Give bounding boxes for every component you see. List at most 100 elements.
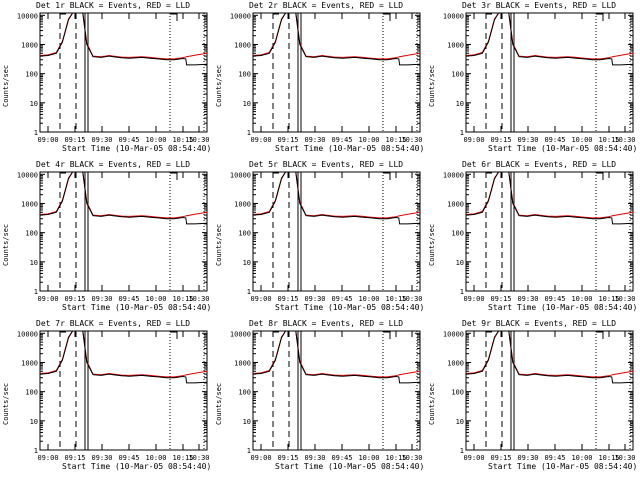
x-tick-label: 09:45 xyxy=(331,295,352,303)
bracket-marker xyxy=(596,331,604,339)
y-tick-label: 1 xyxy=(34,447,38,455)
x-tick-label: 10:00 xyxy=(571,295,592,303)
lld-series-line xyxy=(253,331,420,378)
y-axis-label: Counts/sec xyxy=(428,64,436,107)
x-tick-label: 09:15 xyxy=(277,136,298,144)
x-tick-label: 09:00 xyxy=(37,136,58,144)
plot-area: 1 10 100 1000 10000 09:00 09:15 09:30 09:45 10:00… xyxy=(17,171,210,303)
x-tick-label: 10:00 xyxy=(145,136,166,144)
y-axis-label: Counts/sec xyxy=(2,223,10,266)
y-tick-label: 10000 xyxy=(443,330,464,338)
y-axis-label: Counts/sec xyxy=(215,64,223,107)
x-tick-label: 10:15 xyxy=(385,136,406,144)
plot-area: 1 10 100 1000 10000 09:00 09:15 09:30 09:45 10:00… xyxy=(230,171,423,303)
y-tick-label: 100 xyxy=(238,71,251,79)
x-tick-label: 09:30 xyxy=(517,136,538,144)
x-tick-label: 09:30 xyxy=(304,136,325,144)
events-series-line xyxy=(466,331,633,384)
events-series-line xyxy=(253,13,420,66)
x-tick-label: 10:30 xyxy=(401,295,422,303)
y-tick-label: 100 xyxy=(238,230,251,238)
lld-series-line xyxy=(40,13,207,60)
lld-series-line xyxy=(40,172,207,219)
y-tick-label: 10000 xyxy=(443,171,464,179)
panel-title: Det 1r BLACK = Events, RED = LLD xyxy=(36,1,191,10)
x-tick-label: 09:00 xyxy=(37,454,58,462)
y-tick-label: 100 xyxy=(451,71,464,79)
x-tick-label: 09:00 xyxy=(250,454,271,462)
panel-title: Det 6r BLACK = Events, RED = LLD xyxy=(462,160,617,169)
x-tick-label: 10:15 xyxy=(172,295,193,303)
x-tick-label: 10:30 xyxy=(188,454,209,462)
x-tick-label: 10:15 xyxy=(385,295,406,303)
panel-title: Det 8r BLACK = Events, RED = LLD xyxy=(249,319,404,328)
y-tick-label: 100 xyxy=(451,389,464,397)
lld-series-line xyxy=(466,331,633,378)
y-tick-label: 1 xyxy=(34,129,38,137)
plot-frame xyxy=(252,330,421,451)
y-axis-label: Counts/sec xyxy=(215,382,223,425)
x-tick-label: 09:15 xyxy=(277,295,298,303)
x-tick-label: 10:30 xyxy=(188,295,209,303)
events-series-line xyxy=(253,331,420,384)
y-tick-label: 100 xyxy=(238,389,251,397)
y-tick-label: 10000 xyxy=(230,12,251,20)
x-axis-label: Start Time (10-Mar-05 08:54:40) xyxy=(488,303,638,312)
x-tick-label: 10:15 xyxy=(172,454,193,462)
bracket-marker xyxy=(170,172,178,180)
x-tick-label: 10:30 xyxy=(188,136,209,144)
bracket-marker xyxy=(170,13,178,21)
x-tick-label: 10:00 xyxy=(145,454,166,462)
y-tick-label: 10 xyxy=(30,418,38,426)
y-tick-label: 10 xyxy=(243,418,251,426)
x-tick-label: 09:30 xyxy=(91,454,112,462)
x-axis-label: Start Time (10-Mar-05 08:54:40) xyxy=(275,303,425,312)
x-tick-label: 10:15 xyxy=(598,136,619,144)
x-tick-label: 09:45 xyxy=(544,136,565,144)
y-tick-label: 100 xyxy=(25,71,38,79)
x-tick-label: 09:00 xyxy=(463,454,484,462)
panel-title: Det 3r BLACK = Events, RED = LLD xyxy=(462,1,617,10)
x-tick-label: 10:15 xyxy=(172,136,193,144)
y-tick-label: 10 xyxy=(456,100,464,108)
bracket-marker xyxy=(383,172,391,180)
plot-area: 1 10 100 1000 10000 09:00 09:15 09:30 09:45 10:00… xyxy=(443,12,636,144)
x-tick-label: 09:30 xyxy=(91,295,112,303)
x-tick-label: 10:30 xyxy=(401,136,422,144)
y-tick-label: 1 xyxy=(247,447,251,455)
x-tick-label: 10:00 xyxy=(358,295,379,303)
y-axis-label: Counts/sec xyxy=(215,223,223,266)
y-tick-label: 1000 xyxy=(447,200,464,208)
x-tick-label: 09:15 xyxy=(64,136,85,144)
x-tick-label: 09:45 xyxy=(118,295,139,303)
x-tick-label: 09:30 xyxy=(517,295,538,303)
events-series-line xyxy=(466,13,633,66)
panel-title: Det 2r BLACK = Events, RED = LLD xyxy=(249,1,404,10)
x-tick-label: 09:00 xyxy=(463,136,484,144)
x-tick-label: 09:15 xyxy=(64,295,85,303)
x-tick-label: 10:30 xyxy=(614,295,635,303)
y-tick-label: 1000 xyxy=(234,359,251,367)
plot-frame xyxy=(465,12,634,133)
x-axis-label: Start Time (10-Mar-05 08:54:40) xyxy=(275,462,425,471)
x-tick-label: 09:45 xyxy=(118,454,139,462)
plot-frame xyxy=(465,330,634,451)
y-tick-label: 1 xyxy=(247,288,251,296)
bracket-marker xyxy=(596,172,604,180)
plot-frame xyxy=(39,330,208,451)
y-axis-label: Counts/sec xyxy=(2,382,10,425)
y-tick-label: 10000 xyxy=(17,171,38,179)
y-tick-label: 1 xyxy=(247,129,251,137)
plot-frame xyxy=(252,12,421,133)
lld-series-line xyxy=(466,172,633,219)
x-tick-label: 09:45 xyxy=(118,136,139,144)
y-tick-label: 1000 xyxy=(234,41,251,49)
x-tick-label: 10:00 xyxy=(358,454,379,462)
y-tick-label: 1000 xyxy=(447,359,464,367)
bracket-marker xyxy=(383,331,391,339)
lld-series-line xyxy=(466,13,633,60)
y-tick-label: 10 xyxy=(30,100,38,108)
panel-title: Det 9r BLACK = Events, RED = LLD xyxy=(462,319,617,328)
x-axis-label: Start Time (10-Mar-05 08:54:40) xyxy=(62,303,212,312)
events-series-line xyxy=(466,172,633,225)
